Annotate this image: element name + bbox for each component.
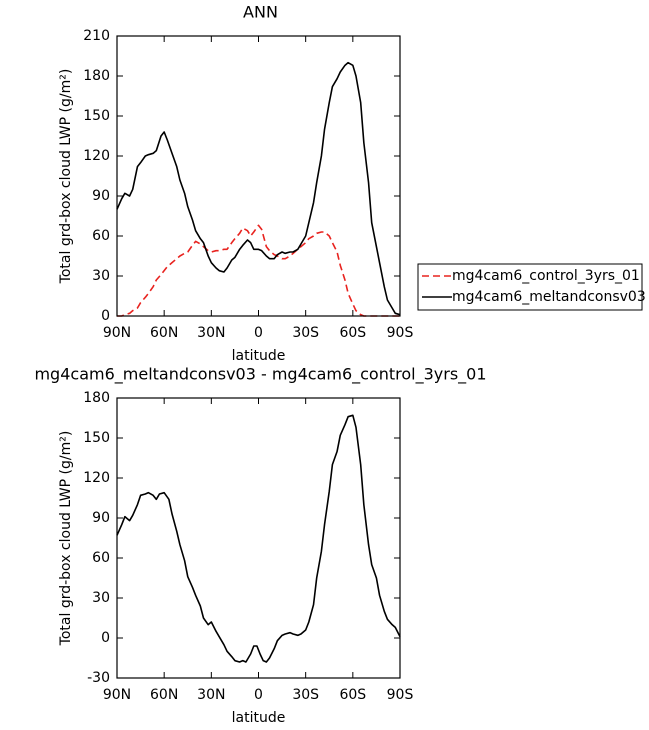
y-tick-label: 150 [83, 430, 110, 446]
x-tick-label: 60S [339, 325, 366, 341]
y-tick-label: 60 [92, 550, 110, 566]
x-tick-label: 60S [339, 687, 366, 703]
y-tick-label: 0 [101, 630, 110, 646]
legend-label: mg4cam6_control_3yrs_01 [452, 268, 640, 284]
x-axis-label: latitude [232, 710, 286, 726]
y-axis-label: Total grd-box cloud LWP (g/m²) [58, 431, 74, 647]
y-tick-label: 120 [83, 470, 110, 486]
x-tick-label: 90N [103, 325, 131, 341]
y-tick-label: 90 [92, 188, 110, 204]
y-tick-label: 30 [92, 590, 110, 606]
y-tick-label: 180 [83, 390, 110, 406]
data-line [117, 224, 400, 317]
x-tick-label: 30N [197, 687, 225, 703]
y-tick-label: 60 [92, 228, 110, 244]
chart-title: mg4cam6_meltandconsv03 - mg4cam6_control… [34, 365, 486, 385]
y-tick-label: 150 [83, 108, 110, 124]
data-line [116, 414, 401, 663]
x-tick-label: 90N [103, 687, 131, 703]
x-tick-label: 0 [254, 325, 263, 341]
legend-box [417, 263, 643, 311]
plot-frame [116, 35, 401, 317]
data-line [116, 61, 401, 316]
x-tick-label: 30S [292, 325, 319, 341]
y-tick-label: -30 [87, 670, 110, 686]
y-tick-label: 90 [92, 510, 110, 526]
y-tick-label: 210 [83, 28, 110, 44]
x-tick-label: 60N [150, 325, 178, 341]
x-tick-label: 60N [150, 687, 178, 703]
x-tick-label: 30N [197, 325, 225, 341]
chart-title: ANN [243, 3, 278, 22]
x-tick-label: 90S [387, 687, 414, 703]
y-tick-label: 30 [92, 268, 110, 284]
legend-label: mg4cam6_meltandconsv03 [452, 289, 646, 305]
x-tick-label: 30S [292, 687, 319, 703]
y-tick-label: 120 [83, 148, 110, 164]
x-axis-label: latitude [232, 348, 286, 364]
y-tick-label: 180 [83, 68, 110, 84]
x-tick-label: 90S [387, 325, 414, 341]
x-tick-label: 0 [254, 687, 263, 703]
y-tick-label: 0 [101, 308, 110, 324]
y-axis-label: Total grd-box cloud LWP (g/m²) [58, 69, 74, 285]
